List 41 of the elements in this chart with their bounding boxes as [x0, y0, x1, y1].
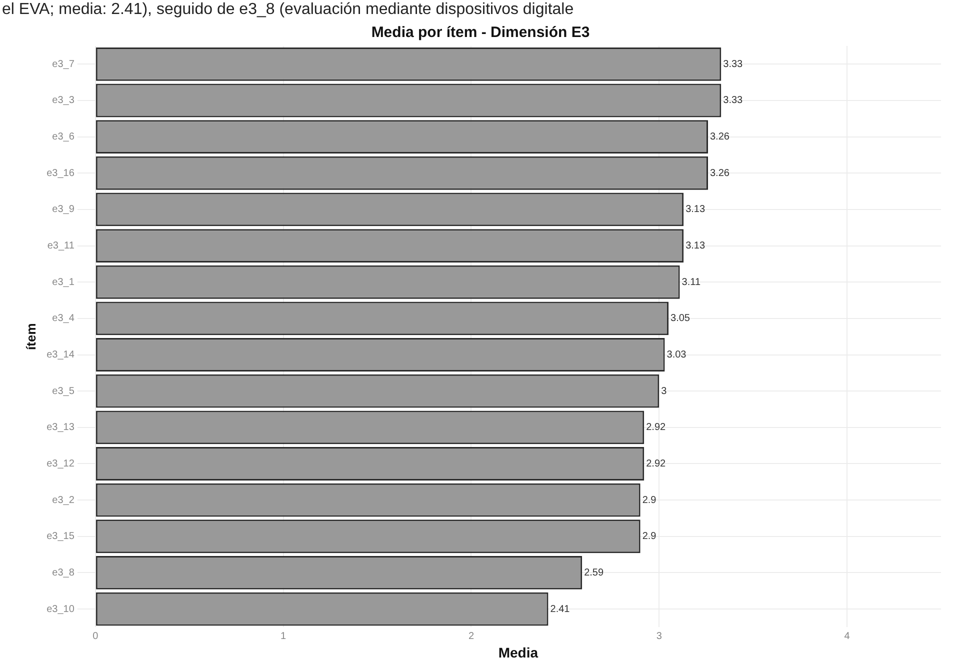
data-label: 3.11 [682, 276, 701, 288]
data-label: 3 [661, 386, 668, 397]
y-tick-label: e3_11 [47, 240, 75, 252]
y-tick-label: e3_8 [52, 567, 75, 578]
data-label: 2.9 [642, 494, 657, 506]
y-tick-label: e3_15 [46, 531, 75, 542]
y-tick-label: e3_4 [52, 313, 75, 324]
data-label: 3.13 [686, 204, 706, 216]
x-axis-title: Media [498, 644, 538, 660]
x-tick-label: 1 [280, 630, 287, 642]
data-label: 2.9 [642, 531, 657, 542]
data-label: 2.92 [646, 422, 666, 434]
y-tick-label: e3_3 [52, 95, 75, 106]
data-label: 2.59 [584, 567, 604, 578]
y-tick-label: e3_13 [46, 422, 75, 434]
data-label: 3.33 [723, 58, 744, 70]
chart-title: Media por ítem - Dimensión E3 [371, 24, 590, 42]
y-axis-title: ítem [23, 323, 38, 350]
data-label: 3.03 [666, 350, 687, 361]
data-label: 3.33 [723, 95, 744, 106]
text: el EVA; media: 2.41), seguido de e3_8 (evaluación mediante dispositivos digitale [2, 1, 575, 19]
y-tick-label: e3_5 [52, 386, 75, 397]
x-tick-label: 0 [92, 630, 99, 642]
data-label: 3.26 [710, 132, 730, 143]
data-label: 3.26 [710, 168, 730, 179]
x-tick-label: 2 [468, 630, 474, 642]
x-tick-label: 3 [656, 630, 662, 642]
y-tick-label: e3_16 [46, 168, 75, 179]
y-tick-label: e3_12 [46, 458, 75, 470]
y-tick-label: e3_6 [52, 132, 75, 143]
y-tick-label: e3_14 [46, 350, 75, 361]
y-tick-label: e3_2 [52, 494, 75, 506]
y-tick-label: e3_1 [52, 276, 75, 288]
y-tick-label: e3_9 [52, 204, 75, 216]
data-label: 3.05 [670, 313, 690, 324]
data-label: 3.13 [686, 240, 706, 252]
y-tick-label: e3_7 [52, 58, 75, 70]
y-tick-label: e3_10 [46, 604, 75, 615]
data-label: 2.41 [550, 604, 570, 615]
data-label: 2.92 [646, 458, 666, 470]
x-tick-label: 4 [844, 630, 850, 642]
